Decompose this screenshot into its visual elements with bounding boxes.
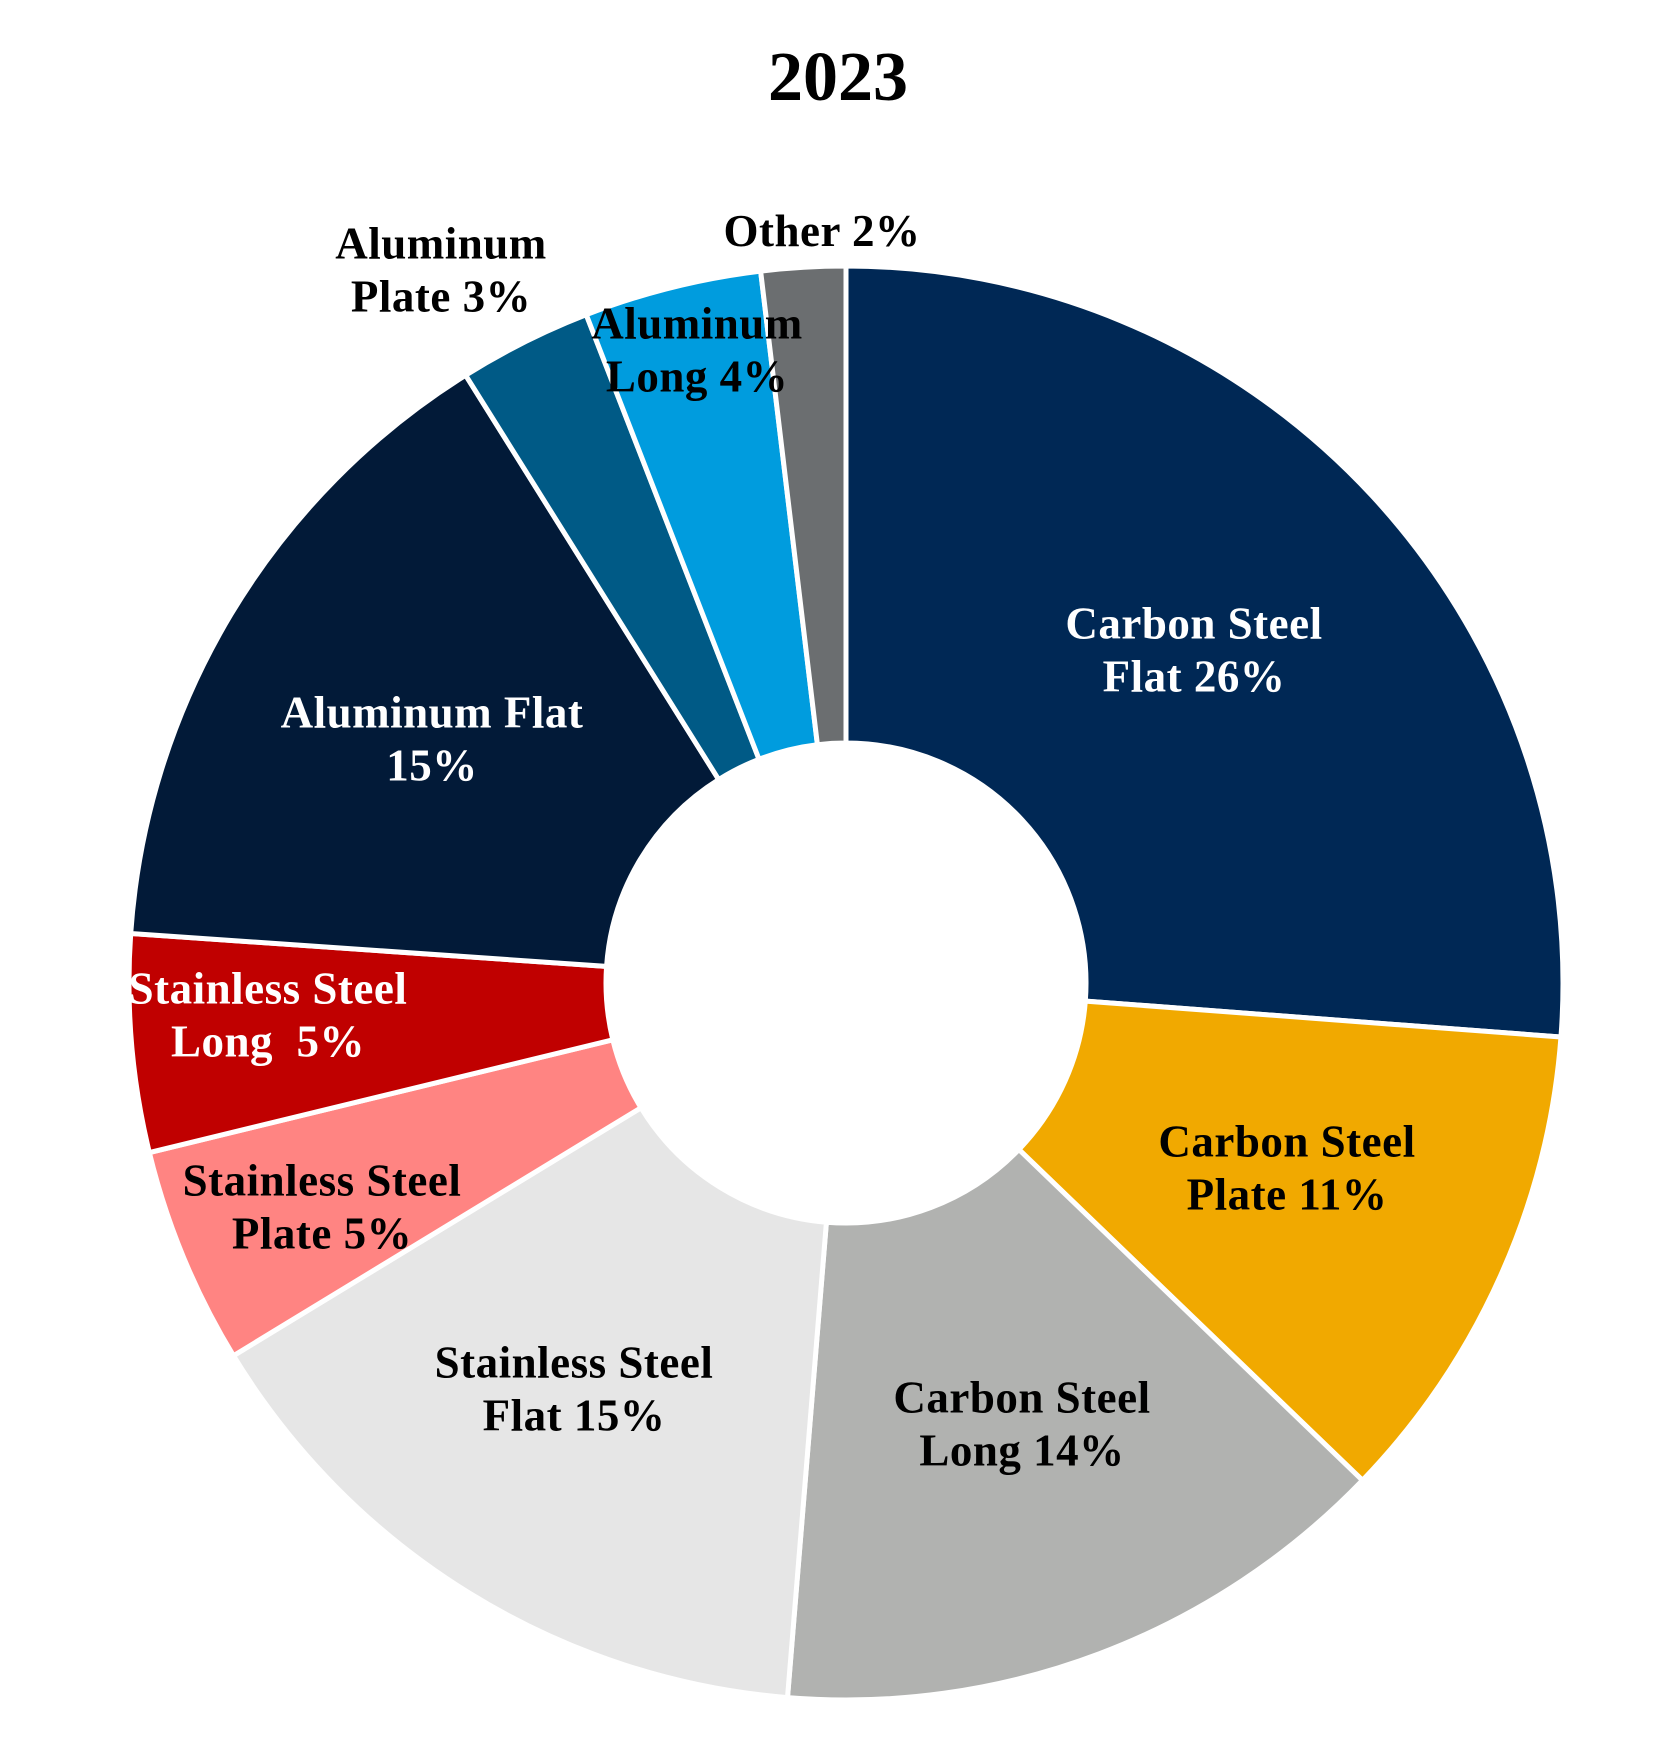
- slice-label-8-line-0: Aluminum: [591, 299, 803, 349]
- slice-label-3-line-0: Stainless Steel: [435, 1338, 714, 1388]
- slice-label-2: Carbon Steel Long 14%: [893, 1373, 1150, 1476]
- slice-label-6-line-1: 15%: [386, 741, 478, 791]
- slice-label-6-line-0: Aluminum Flat: [281, 688, 584, 738]
- slice-label-2-line-0: Carbon Steel: [893, 1373, 1150, 1423]
- slice-label-4-line-0: Stainless Steel: [183, 1156, 462, 1206]
- donut-slices: [126, 263, 1566, 1703]
- slice-label-5-line-1: Long 5%: [171, 1017, 365, 1067]
- slice-label-9: Other 2%: [724, 206, 921, 256]
- donut-slice-6: [128, 371, 723, 970]
- slice-label-6: Aluminum Flat 15%: [281, 688, 584, 791]
- slice-labels: Carbon Steel Flat 26%Carbon Steel Plate 11…: [129, 206, 1416, 1476]
- slice-label-3: Stainless Steel Flat 15%: [435, 1338, 714, 1441]
- slice-label-4: Stainless Steel Plate 5%: [183, 1156, 462, 1259]
- slice-label-9-line-0: Other 2%: [724, 206, 921, 256]
- donut-slice-9: [757, 263, 849, 748]
- slice-label-8-line-1: Long 4%: [606, 352, 788, 402]
- slice-label-0: Carbon Steel Flat 26%: [1065, 599, 1322, 702]
- slice-label-5: Stainless Steel Long 5%: [129, 964, 408, 1067]
- slice-label-1: Carbon Steel Plate 11%: [1158, 1117, 1415, 1220]
- slice-label-3-line-1: Flat 15%: [483, 1391, 666, 1441]
- slice-label-7: Aluminum Plate 3%: [335, 219, 547, 322]
- slice-label-4-line-1: Plate 5%: [232, 1209, 412, 1259]
- slice-label-1-line-0: Carbon Steel: [1158, 1117, 1415, 1167]
- chart-title: 2023: [768, 39, 908, 116]
- slice-label-7-line-0: Aluminum: [335, 219, 547, 269]
- donut-slice-2: [784, 1145, 1366, 1703]
- slice-label-7-line-1: Plate 3%: [351, 272, 531, 322]
- donut-slice-1: [1015, 998, 1564, 1484]
- slice-label-0-line-1: Flat 26%: [1103, 652, 1286, 702]
- slice-label-1-line-1: Plate 11%: [1187, 1170, 1388, 1220]
- donut-slice-0: [843, 263, 1566, 1040]
- slice-label-8: Aluminum Long 4%: [591, 299, 803, 402]
- slice-label-2-line-1: Long 14%: [919, 1426, 1124, 1476]
- slice-label-5-line-0: Stainless Steel: [129, 964, 408, 1014]
- donut-slice-3: [230, 1104, 830, 1701]
- slice-label-0-line-0: Carbon Steel: [1065, 599, 1322, 649]
